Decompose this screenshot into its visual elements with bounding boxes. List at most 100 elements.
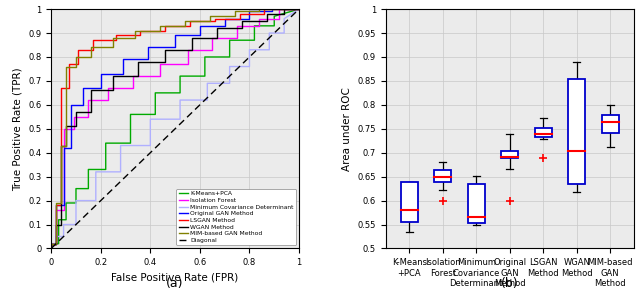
LSGAN Method bbox=[295, 7, 303, 11]
Isolation Forest bbox=[209, 48, 216, 52]
LSGAN Method bbox=[161, 24, 169, 28]
LSGAN Method bbox=[65, 86, 72, 90]
Original GAN Method bbox=[221, 24, 228, 28]
WGAN Method bbox=[161, 60, 169, 64]
Minimum Covariance Determinant bbox=[280, 17, 288, 21]
K-Means+PCA bbox=[72, 187, 80, 191]
WGAN Method bbox=[72, 125, 80, 128]
MIM-based GAN Method bbox=[132, 29, 140, 32]
Minimum Covariance Determinant bbox=[47, 242, 55, 245]
X-axis label: False Positive Rate (FPR): False Positive Rate (FPR) bbox=[111, 273, 239, 283]
MIM-based GAN Method bbox=[231, 10, 239, 13]
Isolation Forest bbox=[60, 208, 67, 212]
Isolation Forest bbox=[47, 242, 55, 245]
WGAN Method bbox=[134, 74, 142, 78]
Original GAN Method bbox=[47, 242, 55, 245]
Minimum Covariance Determinant bbox=[266, 31, 273, 35]
K-Means+PCA bbox=[271, 24, 278, 28]
Text: (b): (b) bbox=[501, 277, 518, 290]
WGAN Method bbox=[109, 89, 117, 92]
Isolation Forest bbox=[156, 62, 164, 66]
K-Means+PCA bbox=[72, 201, 80, 205]
Bar bbox=[501, 151, 518, 158]
LSGAN Method bbox=[75, 62, 83, 66]
Minimum Covariance Determinant bbox=[92, 170, 100, 174]
K-Means+PCA bbox=[127, 141, 134, 145]
Line: MIM-based GAN Method: MIM-based GAN Method bbox=[51, 9, 299, 248]
K-Means+PCA bbox=[251, 24, 259, 28]
Isolation Forest bbox=[52, 242, 60, 245]
WGAN Method bbox=[134, 60, 142, 64]
MIM-based GAN Method bbox=[57, 201, 65, 205]
MIM-based GAN Method bbox=[181, 19, 189, 23]
Minimum Covariance Determinant bbox=[60, 235, 67, 238]
Legend: K-Means+PCA, Isolation Forest, Minimum Covariance Determinant, Original GAN Meth: K-Means+PCA, Isolation Forest, Minimum C… bbox=[177, 189, 296, 245]
WGAN Method bbox=[280, 7, 288, 11]
MIM-based GAN Method bbox=[255, 7, 263, 11]
Minimum Covariance Determinant bbox=[72, 223, 80, 226]
K-Means+PCA bbox=[226, 38, 234, 42]
Isolation Forest bbox=[129, 74, 137, 78]
LSGAN Method bbox=[260, 12, 268, 16]
WGAN Method bbox=[57, 223, 65, 226]
LSGAN Method bbox=[236, 12, 243, 16]
K-Means+PCA bbox=[62, 218, 70, 221]
WGAN Method bbox=[87, 89, 95, 92]
Original GAN Method bbox=[196, 34, 204, 37]
Minimum Covariance Determinant bbox=[147, 144, 154, 147]
MIM-based GAN Method bbox=[62, 65, 70, 68]
WGAN Method bbox=[295, 7, 303, 11]
LSGAN Method bbox=[90, 38, 97, 42]
Bar bbox=[435, 170, 451, 182]
Isolation Forest bbox=[70, 115, 77, 119]
LSGAN Method bbox=[57, 86, 65, 90]
Original GAN Method bbox=[144, 45, 152, 49]
Original GAN Method bbox=[52, 242, 60, 245]
Isolation Forest bbox=[255, 17, 263, 21]
MIM-based GAN Method bbox=[47, 247, 55, 250]
Isolation Forest bbox=[156, 74, 164, 78]
LSGAN Method bbox=[211, 19, 219, 23]
Isolation Forest bbox=[275, 7, 283, 11]
Original GAN Method bbox=[97, 72, 104, 75]
K-Means+PCA bbox=[47, 247, 55, 250]
Text: (a): (a) bbox=[166, 277, 184, 290]
Original GAN Method bbox=[52, 204, 60, 207]
Bar bbox=[401, 182, 417, 222]
Line: Diagonal: Diagonal bbox=[51, 9, 299, 248]
Minimum Covariance Determinant bbox=[60, 223, 67, 226]
WGAN Method bbox=[161, 48, 169, 52]
Isolation Forest bbox=[209, 36, 216, 40]
WGAN Method bbox=[52, 223, 60, 226]
MIM-based GAN Method bbox=[109, 45, 117, 49]
WGAN Method bbox=[62, 125, 70, 128]
MIM-based GAN Method bbox=[87, 55, 95, 59]
K-Means+PCA bbox=[176, 91, 184, 95]
WGAN Method bbox=[213, 26, 221, 30]
Isolation Forest bbox=[184, 48, 191, 52]
MIM-based GAN Method bbox=[132, 36, 140, 40]
MIM-based GAN Method bbox=[109, 36, 117, 40]
WGAN Method bbox=[263, 12, 271, 16]
Original GAN Method bbox=[196, 24, 204, 28]
Original GAN Method bbox=[79, 103, 87, 107]
MIM-based GAN Method bbox=[47, 242, 55, 245]
LSGAN Method bbox=[90, 48, 97, 52]
K-Means+PCA bbox=[251, 38, 259, 42]
Original GAN Method bbox=[119, 72, 127, 75]
WGAN Method bbox=[87, 110, 95, 114]
Diagonal bbox=[195, 104, 203, 108]
Diagonal bbox=[95, 201, 102, 204]
Line: Original GAN Method: Original GAN Method bbox=[51, 9, 299, 248]
WGAN Method bbox=[280, 12, 288, 16]
K-Means+PCA bbox=[55, 242, 63, 245]
K-Means+PCA bbox=[102, 168, 109, 171]
K-Means+PCA bbox=[127, 113, 134, 116]
Isolation Forest bbox=[233, 24, 241, 28]
LSGAN Method bbox=[47, 247, 55, 250]
K-Means+PCA bbox=[152, 113, 159, 116]
Diagonal bbox=[283, 19, 291, 23]
Minimum Covariance Determinant bbox=[72, 199, 80, 202]
LSGAN Method bbox=[280, 7, 288, 11]
WGAN Method bbox=[189, 48, 196, 52]
